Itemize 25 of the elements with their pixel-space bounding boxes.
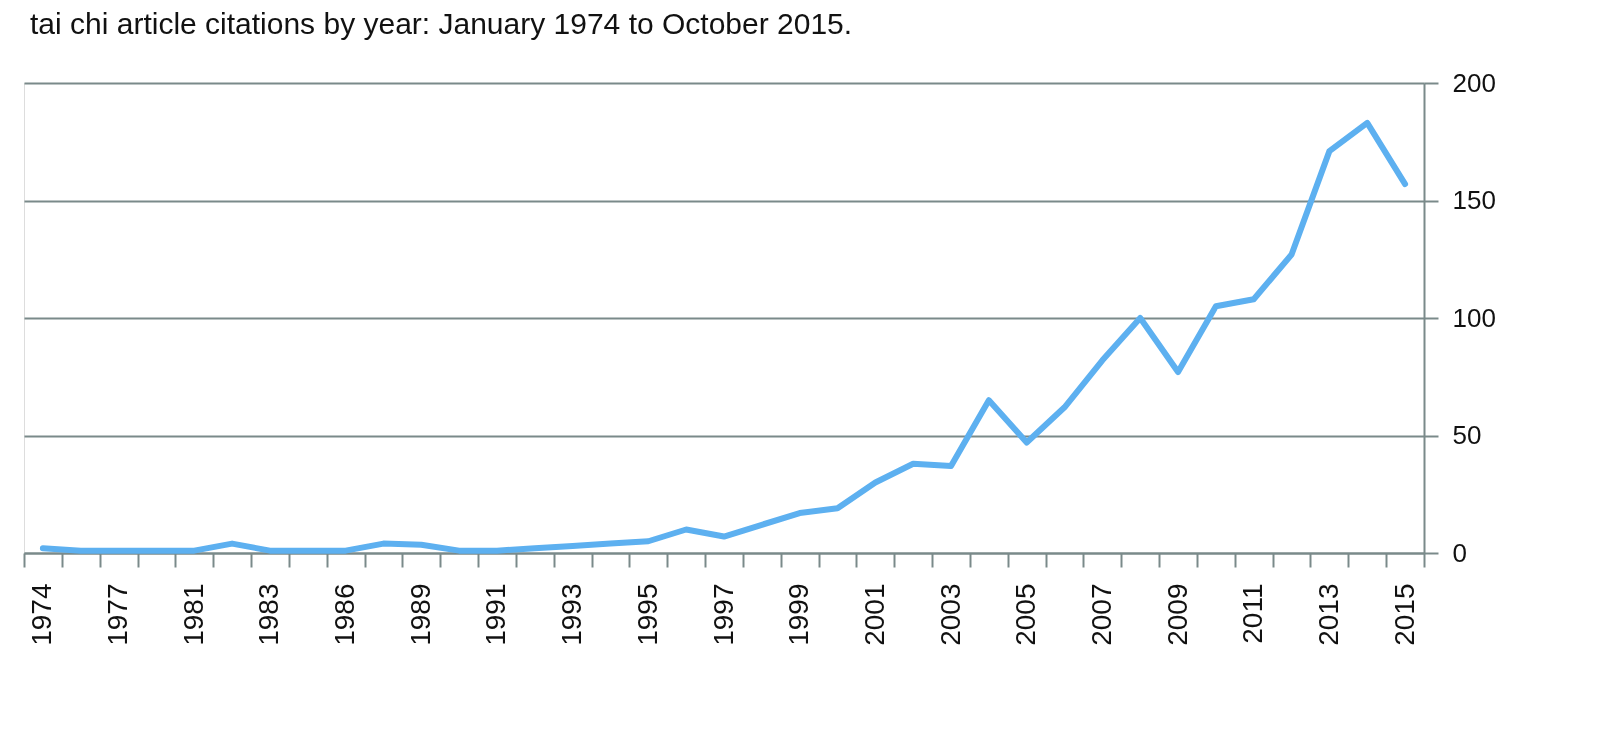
y-tick-label: 200 xyxy=(1452,67,1496,98)
x-tick-label: 1977 xyxy=(102,583,134,646)
x-tick-label: 2009 xyxy=(1161,583,1193,646)
x-tick-label: 1974 xyxy=(26,583,58,646)
y-tick-label: 50 xyxy=(1452,420,1482,450)
y-tick-label: 150 xyxy=(1452,185,1496,215)
x-tick-label: 1991 xyxy=(480,583,512,646)
x-tick-label: 2011 xyxy=(1237,583,1269,644)
x-tick-label: 1981 xyxy=(177,583,209,646)
x-tick-label: 1995 xyxy=(631,583,663,646)
x-tick-label: 2003 xyxy=(934,583,966,646)
x-tick-label: 1989 xyxy=(404,583,436,646)
x-tick-label: 2015 xyxy=(1388,583,1420,646)
x-tick-label: 1999 xyxy=(783,583,815,646)
x-tick-label: 1986 xyxy=(329,583,361,646)
x-tick-label: 1997 xyxy=(707,583,739,646)
x-tick-label: 2007 xyxy=(1085,583,1117,646)
x-tick-label: 2013 xyxy=(1312,583,1344,646)
y-tick-label: 100 xyxy=(1452,302,1496,333)
x-tick-label: 2005 xyxy=(1010,583,1042,646)
x-tick-label: 1983 xyxy=(253,583,285,646)
chart-title: tai chi article citations by year: January 1974 to October 2015. xyxy=(30,7,853,40)
x-tick-label: 1993 xyxy=(556,583,588,646)
x-tick-label: 2001 xyxy=(858,583,890,646)
y-tick-label: 0 xyxy=(1452,537,1467,568)
